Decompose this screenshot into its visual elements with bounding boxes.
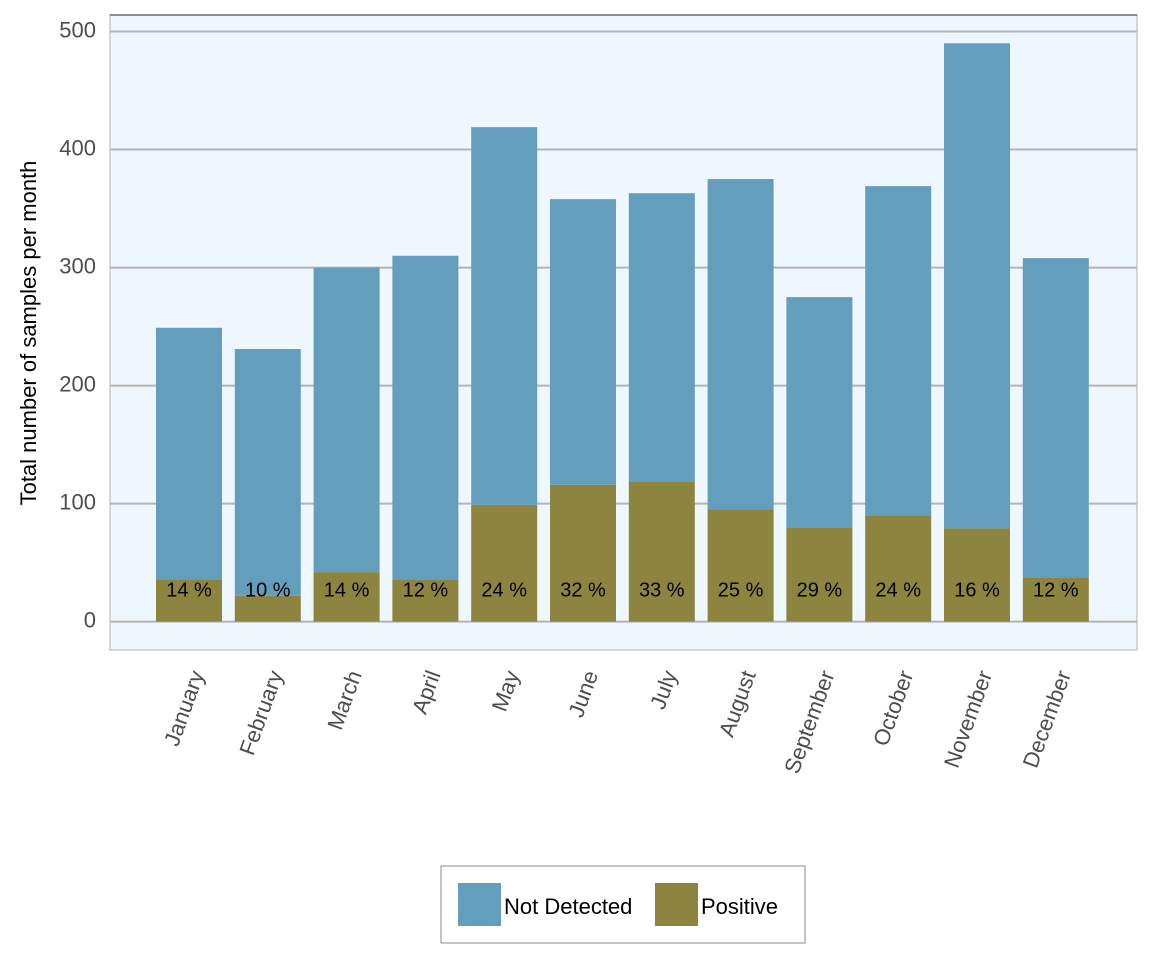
y-tick-label: 100 (59, 489, 96, 514)
bar-segment (1022, 578, 1089, 622)
bar-segment (550, 199, 616, 485)
bar-segment (628, 193, 695, 482)
bar-segment (156, 327, 222, 580)
x-tick-label: December (1018, 667, 1076, 771)
bar-segment (471, 127, 538, 505)
data-label: 16 % (954, 579, 1000, 601)
bar-segment (865, 186, 932, 516)
y-tick-label: 400 (59, 135, 96, 160)
data-label: 33 % (639, 579, 685, 601)
x-tick-label: June (563, 667, 603, 720)
bar-segment (392, 255, 459, 580)
bar-segment (1022, 258, 1089, 579)
legend-label: Positive (701, 894, 778, 919)
data-label: 14 % (166, 579, 212, 601)
x-tick-label: March (322, 667, 366, 733)
x-tick-label: August (714, 667, 761, 740)
bar-segment (471, 504, 538, 622)
x-tick-label: February (234, 667, 288, 758)
legend-swatch (655, 883, 698, 926)
bar-segment (392, 579, 459, 622)
bar-segment (628, 481, 695, 622)
bar-segment (944, 43, 1010, 529)
data-label: 12 % (1033, 579, 1079, 601)
legend-label: Not Detected (504, 894, 632, 919)
y-tick-label: 0 (84, 607, 96, 632)
bar-segment (234, 349, 301, 596)
x-tick-label: May (487, 667, 525, 715)
y-tick-label: 200 (59, 371, 96, 396)
y-tick-label: 500 (59, 17, 96, 42)
bar-segment (865, 515, 932, 622)
data-label: 32 % (560, 579, 606, 601)
bar-segment (550, 484, 616, 622)
bar-segment (707, 179, 774, 510)
bar-segment (707, 509, 774, 622)
bar-segment (944, 528, 1010, 622)
x-tick-label: April (407, 667, 446, 717)
bar-segment (313, 267, 380, 573)
data-label: 29 % (797, 579, 843, 601)
bar-segment (786, 297, 853, 528)
data-label: 25 % (718, 579, 764, 601)
bar-segment (786, 527, 853, 622)
data-label: 24 % (481, 579, 527, 601)
x-tick-label: September (779, 667, 839, 777)
x-tick-label: July (645, 667, 682, 712)
data-label: 12 % (403, 579, 449, 601)
bar-segment (313, 572, 380, 622)
y-tick-label: 300 (59, 253, 96, 278)
legend-box (440, 865, 806, 944)
y-axis-title: Total number of samples per month (16, 161, 41, 506)
x-tick-label: October (868, 667, 918, 749)
data-label: 24 % (875, 579, 921, 601)
bar-segment (234, 595, 301, 622)
x-tick-label: November (939, 667, 997, 771)
bar-segment (156, 579, 222, 622)
data-label: 14 % (324, 579, 370, 601)
data-label: 10 % (245, 579, 291, 601)
x-tick-label: January (159, 667, 209, 749)
legend-swatch (458, 883, 501, 926)
